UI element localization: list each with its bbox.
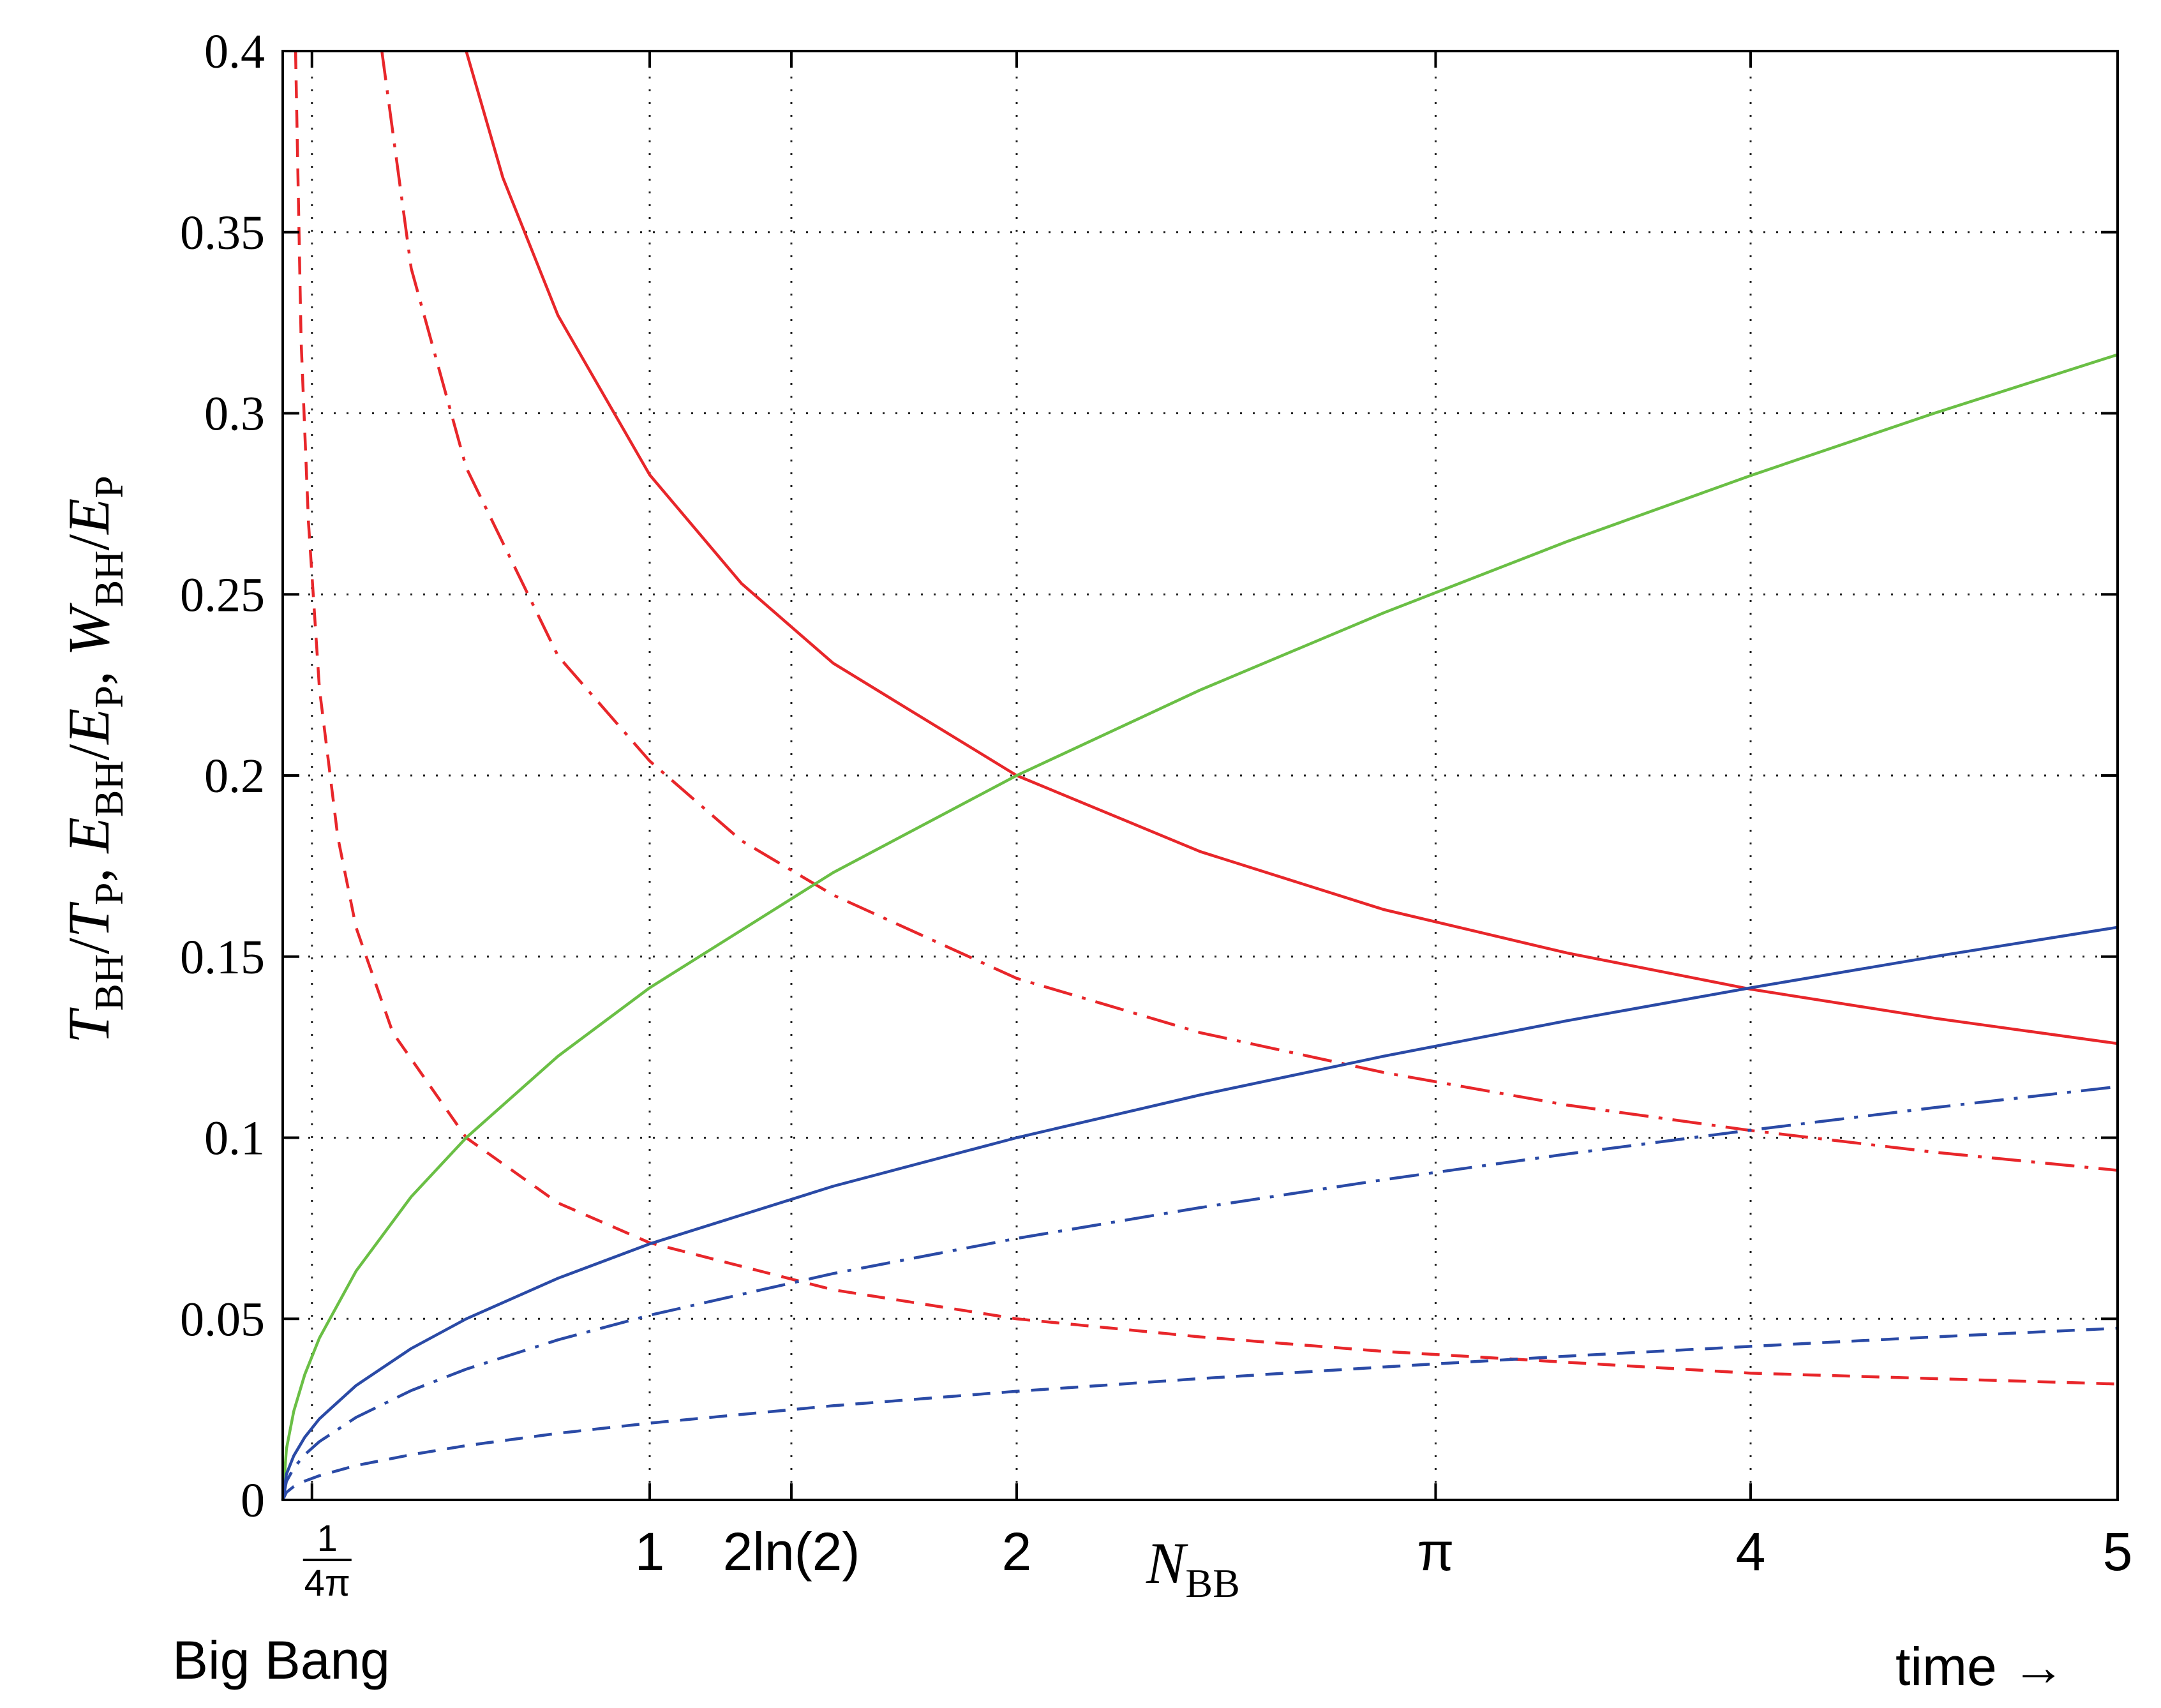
- y-axis-label-part: BH: [86, 550, 131, 607]
- y-axis-label-part: P: [86, 882, 131, 905]
- x-tick-label: 5: [2103, 1522, 2133, 1582]
- y-axis-label-part: ,: [56, 853, 121, 882]
- y-tick-label: 0.2: [204, 749, 265, 803]
- y-tick-labels: 0 0.05 0.1 0.15 0.2 0.25 0.3 0.35 0.4: [180, 25, 265, 1527]
- x-tick-label: 2ln(2): [723, 1522, 860, 1582]
- y-tick-label: 0.1: [204, 1112, 265, 1165]
- series-line-2: [380, 50, 2118, 1172]
- x-tick-label: 4: [1736, 1522, 1766, 1582]
- x-tick-label: 1: [635, 1522, 665, 1582]
- series-line-7: [281, 1326, 2118, 1501]
- x-tick-label: π: [1417, 1522, 1454, 1582]
- series-line-1: [465, 50, 2118, 1045]
- y-tick-label: 0.25: [180, 568, 265, 622]
- y-axis-label-part: /: [56, 534, 121, 550]
- y-axis-label-part: E: [56, 708, 121, 745]
- y-tick-label: 0.4: [204, 25, 265, 79]
- y-axis-label-part: BH: [86, 760, 131, 817]
- x-tick-label: 2: [1002, 1522, 1032, 1582]
- y-axis-label-part: /: [56, 938, 121, 954]
- y-axis-label-part: E: [56, 498, 121, 536]
- nbb-label-main: N: [1146, 1531, 1188, 1596]
- y-tick-label: 0.05: [180, 1292, 265, 1346]
- big-bang-label: Big Bang: [172, 1630, 390, 1690]
- nbb-label: NBB: [1146, 1531, 1240, 1606]
- y-tick-label: 0: [241, 1474, 265, 1527]
- series-line-6: [281, 1085, 2118, 1501]
- y-tick-label: 0.35: [180, 206, 265, 260]
- y-axis-label-part: ,: [56, 656, 121, 685]
- y-axis-label-part: P: [86, 685, 131, 708]
- y-axis-label-part: P: [86, 476, 131, 498]
- series-line-4: [281, 353, 2118, 1501]
- x-tick-label-numerator: 1: [317, 1518, 338, 1559]
- y-axis-label-part: /: [56, 744, 121, 760]
- y-axis-label-part: W: [56, 603, 121, 656]
- y-axis-label-part: BH: [86, 954, 131, 1011]
- nbb-label-sub: BB: [1185, 1561, 1239, 1606]
- plot-frame: [281, 50, 2119, 1501]
- y-axis-label-part: T: [56, 901, 121, 938]
- x-tick-label-denominator: 4π: [304, 1562, 350, 1604]
- series-line-5: [281, 925, 2118, 1501]
- y-axis-label: TBH/TP, EBH/EP, WBH/EP: [56, 476, 131, 1044]
- series-lines: [281, 50, 2118, 1501]
- grid-lines: [283, 51, 2118, 1500]
- y-axis-label-part: E: [56, 817, 121, 854]
- time-arrow-label: time →: [1896, 1637, 2065, 1697]
- y-axis-label-part: T: [56, 1007, 121, 1044]
- axis-ticks: [283, 50, 2119, 1501]
- y-tick-label: 0.15: [180, 931, 265, 984]
- y-tick-label: 0.3: [204, 387, 265, 441]
- series-line-3: [294, 50, 2118, 1386]
